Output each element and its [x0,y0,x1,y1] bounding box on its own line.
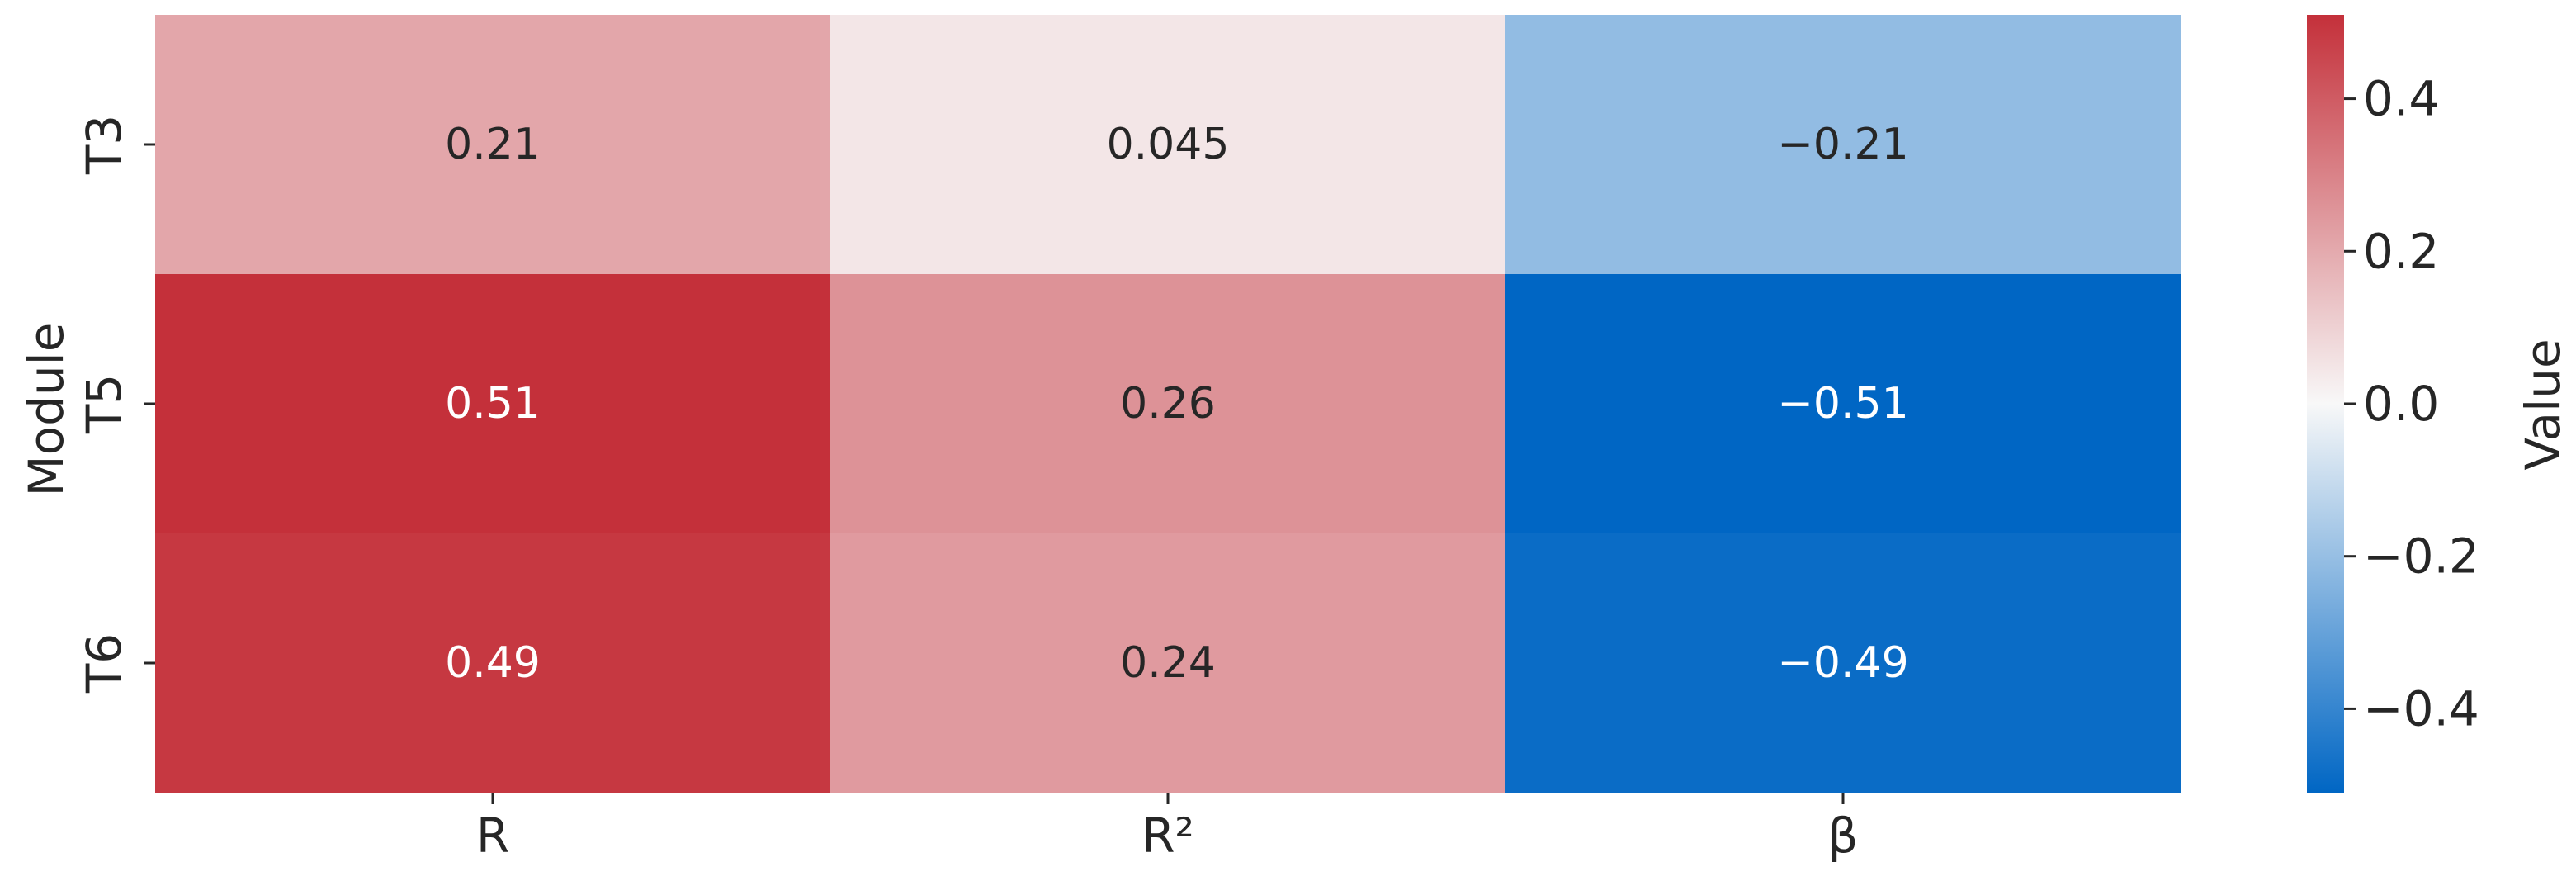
colorbar-tick-label: −0.4 [2363,680,2479,737]
heatmap-cell-t6-1 [830,533,1505,793]
colorbar-tick-label: 0.2 [2363,223,2439,279]
cell-value-label: 0.045 [1107,120,1230,169]
cell-value-label: 0.26 [1120,379,1216,429]
y-tick-label-t6: T6 [76,633,132,694]
heatmap-cell-t5-1 [830,274,1505,533]
heatmap-cells [155,15,2181,793]
colorbar-title: Value [2515,339,2571,470]
colorbar-tick-label: 0.4 [2363,71,2439,127]
colorbar-tick-label: 0.0 [2363,376,2439,432]
heatmap-cell-t3-2 [1505,15,2181,274]
heatmap-cell-t5-2 [1505,274,2181,533]
cell-value-label: 0.24 [1120,638,1216,688]
cell-value-label: −0.49 [1777,638,1908,688]
x-tick-label-1: R² [1141,808,1194,864]
heatmap-cell-t3-0 [155,15,830,274]
cell-value-label: −0.51 [1777,379,1908,429]
x-tick-label-2: β [1827,808,1858,864]
heatmap-cell-t5-0 [155,274,830,533]
y-axis: T3 T5 T6 [76,115,155,694]
x-tick-label-0: R [476,808,509,864]
y-tick-label-t3: T3 [76,115,132,175]
heatmap-cell-t6-2 [1505,533,2181,793]
x-axis: R R² β [476,793,1859,864]
colorbar: 0.4 0.2 0.0 −0.2 −0.4 [2307,15,2479,793]
y-tick-label-t5: T5 [76,374,132,434]
colorbar-gradient-bar [2307,15,2344,793]
cell-value-label: −0.21 [1777,120,1908,169]
colorbar-tick-label: −0.2 [2363,528,2479,585]
cell-value-label: 0.21 [445,120,541,169]
cell-value-label: 0.49 [445,638,541,688]
y-axis-title: Module [18,323,74,497]
cell-value-label: 0.51 [445,379,541,429]
heatmap-cell-t3-1 [830,15,1505,274]
cell-value-labels: 0.21 0.045 −0.21 0.51 0.26 −0.51 0.49 0.24 −0.49 [445,120,1909,688]
heatmap-cell-t6-0 [155,533,830,793]
